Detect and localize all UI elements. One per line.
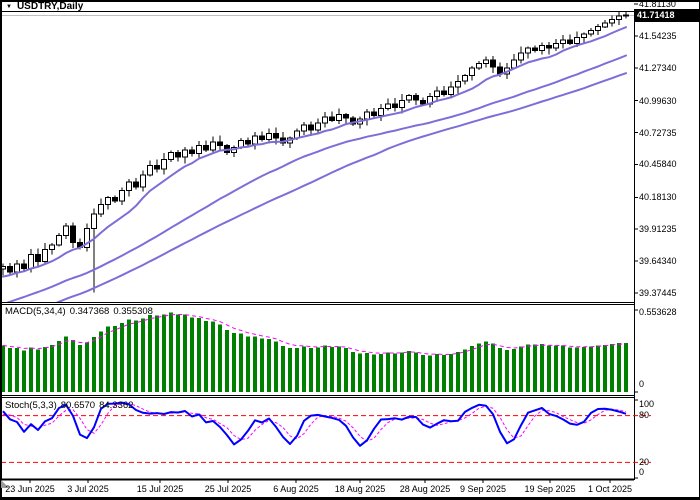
date-axis-label: 28 Aug 2025 [399, 484, 451, 494]
price-axis-label: 39.37445 [639, 288, 677, 298]
window-border-left [0, 0, 2, 500]
window-border-top [0, 0, 700, 2]
price-axis-label: 41.54235 [639, 31, 677, 41]
price-axis-label: 39.91235 [639, 224, 677, 234]
price-axis-label: 40.45840 [639, 159, 677, 169]
price-axis-label: 41.81130 [639, 0, 676, 9]
dropdown-arrow-icon: ▼ [6, 3, 12, 10]
macd-value-signal: 0.355308 [113, 306, 153, 317]
price-axis-label: 40.99630 [639, 96, 677, 106]
price-axis-label: 41.27340 [639, 63, 677, 73]
date-axis-label: 18 Aug 2025 [334, 484, 386, 494]
macd-value-main: 0.347368 [69, 306, 110, 317]
stoch-axis-label: 0 [639, 467, 645, 477]
macd-axis-max-label: 0.553628 [639, 307, 677, 317]
stochastic-pane[interactable] [2, 401, 627, 447]
symbol-title-dropdown[interactable]: ▼ USDTRY,Daily [6, 1, 83, 12]
date-axis-label: 9 Sep 2025 [459, 484, 507, 494]
macd-name: MACD(5,34,4) [5, 306, 66, 317]
macd-axis-zero-label: 0 [639, 379, 645, 389]
stoch-name: Stoch(5,3,3) [5, 400, 57, 411]
price-axis-label: 40.18130 [639, 192, 677, 202]
window-border-bottom [0, 497, 700, 500]
stoch-axis-label: 20 [639, 457, 650, 467]
date-axis-label: 3 Jul 2025 [67, 484, 109, 494]
date-axis-label: 25 Jul 2025 [204, 484, 252, 494]
stoch-axis-label: 80 [639, 410, 650, 420]
stoch-indicator-label: Stoch(5,3,3) 80.6570 84.3362 [5, 400, 137, 411]
stoch-value-signal: 84.3362 [99, 400, 134, 411]
current-price-tag: 41.71418 [634, 9, 699, 22]
stoch-axis-label: 100 [639, 399, 655, 409]
macd-indicator-label: MACD(5,34,4) 0.347368 0.355308 [5, 306, 157, 317]
date-axis-label: 15 Jul 2025 [136, 484, 184, 494]
date-axis-label: 1 Oct 2025 [587, 484, 633, 494]
date-axis-label: 19 Sep 2025 [524, 484, 576, 494]
price-axis-label: 40.72735 [639, 128, 677, 138]
macd-pane[interactable] [1, 312, 628, 392]
main-price-pane[interactable] [0, 10, 634, 323]
chart-title: USDTRY,Daily [16, 1, 84, 12]
date-axis-label: 6 Aug 2025 [273, 484, 319, 494]
stoch-value-main: 80.6570 [60, 400, 96, 411]
frame-and-levels [0, 3, 651, 483]
date-axis-label: 23 Jun 2025 [5, 484, 55, 494]
corner-wedge [1, 480, 9, 488]
price-axis-label: 39.64340 [639, 256, 677, 266]
